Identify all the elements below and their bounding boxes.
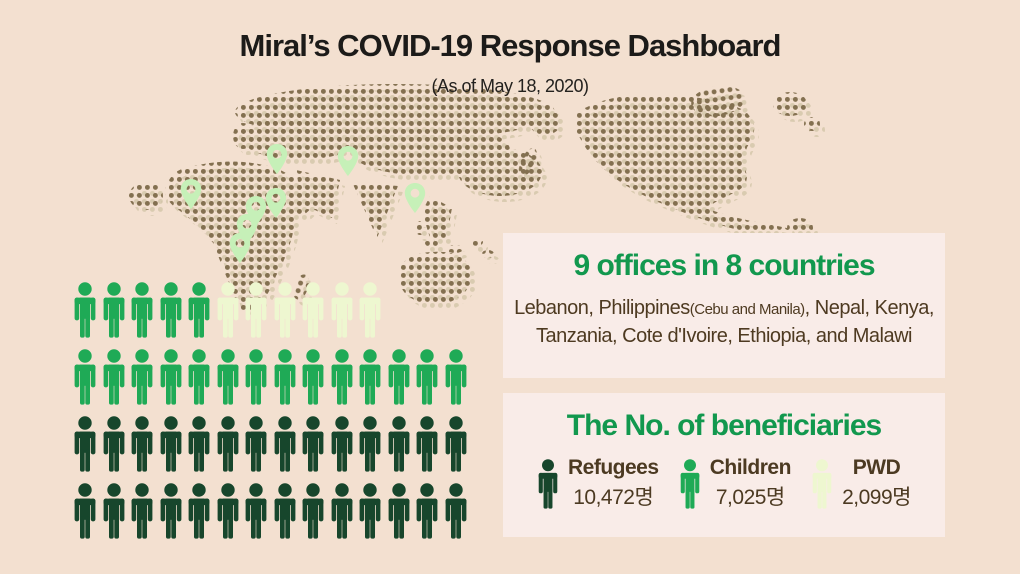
children-person-icon (416, 349, 438, 405)
children-person-icon (74, 282, 96, 338)
refugees-person-icon (245, 483, 267, 539)
children-person-icon (131, 349, 153, 405)
beneficiaries-heading: The No. of beneficiaries (566, 409, 882, 442)
children-person-icon (302, 349, 324, 405)
pwd-person-icon (359, 282, 381, 338)
legend-text: Refugees 10,472명 (568, 456, 659, 511)
offices-heading: 9 offices in 8 countries (573, 249, 875, 282)
pwd-person-icon (812, 458, 832, 509)
refugees-person-icon (388, 483, 409, 539)
refugees-person-icon (445, 416, 466, 472)
countries-line1-small: (Cebu and Manila) (689, 301, 805, 318)
children-person-icon (103, 282, 124, 338)
refugees-person-icon (245, 416, 267, 472)
children-person-icon (217, 349, 238, 405)
pwd-person-icon (302, 282, 324, 338)
legend-text: PWD 2,099명 (842, 456, 911, 511)
pictogram (73, 281, 468, 549)
children-person-icon (131, 282, 153, 338)
refugees-person-icon (302, 483, 324, 539)
children-person-icon (74, 349, 96, 405)
children-person-icon (245, 349, 267, 405)
refugees-person-icon (217, 416, 238, 472)
page-subtitle: (As of May 18, 2020) (431, 76, 589, 96)
children-person-icon (188, 349, 210, 405)
children-person-icon (160, 282, 181, 338)
refugees-person-icon (359, 483, 381, 539)
children-person-icon (359, 349, 381, 405)
pictogram-row (73, 281, 468, 339)
refugees-person-icon (217, 483, 238, 539)
legend-value-refugees: 10,472명 (573, 486, 654, 509)
legend-label-pwd: PWD (852, 456, 901, 479)
children-person-icon (188, 282, 210, 338)
legend-text: Children 7,025명 (709, 456, 792, 511)
beneficiaries-panel: The No. of beneficiaries Refugees 10,472… (503, 393, 945, 537)
legend-item-children: Children 7,025명 (679, 456, 791, 511)
refugees-person-icon (416, 416, 438, 472)
pictogram-row (73, 482, 468, 540)
refugees-person-icon (388, 416, 409, 472)
pwd-person-icon (331, 282, 352, 338)
pwd-person-icon (217, 282, 238, 338)
children-person-icon (103, 349, 124, 405)
offices-panel: 9 offices in 8 countries Lebanon, Philip… (503, 233, 945, 378)
refugees-person-icon (103, 416, 124, 472)
pwd-person-icon (274, 282, 295, 338)
refugees-person-icon (445, 483, 466, 539)
location-pin-icon (404, 183, 426, 213)
refugees-person-icon (274, 483, 295, 539)
children-person-icon (388, 349, 409, 405)
refugees-person-icon (188, 416, 210, 472)
countries-line1-pre: Lebanon, Philippines (514, 297, 690, 319)
refugees-person-icon (188, 483, 210, 539)
refugees-person-icon (131, 483, 153, 539)
children-person-icon (274, 349, 295, 405)
refugees-person-icon (160, 483, 181, 539)
countries-line2: Tanzania, Cote d'Ivoire, Ethiopia, and M… (536, 325, 913, 347)
legend-item-refugees: Refugees 10,472명 (537, 456, 659, 511)
legend-label-children: Children (709, 456, 792, 479)
pictogram-row (73, 348, 468, 406)
countries-line1-post: , Nepal, Kenya, (804, 297, 935, 319)
legend-label-refugees: Refugees (568, 456, 659, 479)
pwd-person-icon (245, 282, 267, 338)
offices-countries: Lebanon, Philippines(Cebu and Manila), N… (503, 294, 945, 350)
refugees-person-icon (160, 416, 181, 472)
refugees-person-icon (131, 416, 153, 472)
children-person-icon (680, 458, 700, 509)
page-title: Miral’s COVID-19 Response Dashboard (239, 28, 782, 63)
refugees-person-icon (331, 483, 352, 539)
beneficiaries-legend: Refugees 10,472명 Children 7,025명 PWD (503, 456, 945, 511)
children-person-icon (331, 349, 352, 405)
refugees-person-icon (359, 416, 381, 472)
refugees-person-icon (331, 416, 352, 472)
refugees-person-icon (103, 483, 124, 539)
refugees-person-icon (416, 483, 438, 539)
children-person-icon (160, 349, 181, 405)
children-person-icon (445, 349, 466, 405)
legend-item-pwd: PWD 2,099명 (811, 456, 911, 511)
legend-value-children: 7,025명 (715, 486, 785, 509)
legend-value-pwd: 2,099명 (842, 486, 911, 509)
refugees-person-icon (74, 483, 96, 539)
pictogram-row (73, 415, 468, 473)
refugees-person-icon (538, 458, 558, 509)
refugees-person-icon (302, 416, 324, 472)
location-pin-icon (337, 146, 359, 176)
refugees-person-icon (74, 416, 96, 472)
refugees-person-icon (274, 416, 295, 472)
countries-line1: Lebanon, Philippines(Cebu and Manila), N… (503, 294, 945, 322)
